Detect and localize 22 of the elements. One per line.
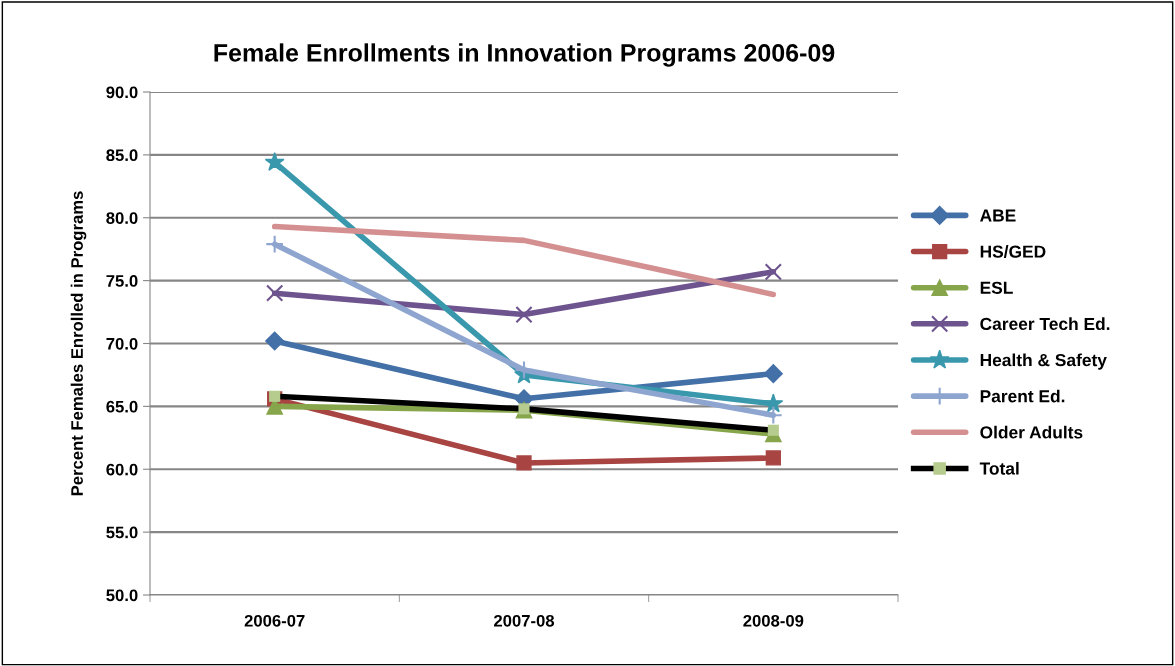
y-tick-label: 50.0 [106, 589, 138, 602]
y-tick-label: 80.0 [106, 212, 138, 224]
legend-label: Older Adults [980, 425, 1083, 439]
legend-label: Parent Ed. [980, 389, 1065, 403]
legend-label: Total [979, 461, 1019, 475]
legend-label: ESL [980, 281, 1013, 294]
y-tick-label: 75.0 [106, 275, 138, 287]
chart-title: Female Enrollments in Innovation Programs 2006-09 [214, 43, 835, 67]
legend-label: ABE [980, 209, 1016, 222]
y-tick-label: 90.0 [106, 86, 138, 99]
y-tick-label: 60.0 [106, 463, 138, 476]
y-tick-label: 65.0 [106, 400, 138, 413]
x-tick-label: 2008-09 [743, 614, 804, 627]
legend-label: Health & Safety [980, 353, 1107, 370]
y-axis-title: Percent Females Enrolled in Programs [70, 191, 87, 496]
legend-label: HS/GED [980, 245, 1046, 258]
y-tick-label: 55.0 [106, 526, 138, 539]
legend-label: Career Tech Ed. [980, 317, 1110, 331]
x-tick-label: 2007-08 [494, 614, 555, 627]
y-tick-label: 70.0 [106, 337, 138, 350]
y-tick-label: 85.0 [106, 149, 138, 162]
x-tick-label: 2006-07 [244, 614, 305, 627]
